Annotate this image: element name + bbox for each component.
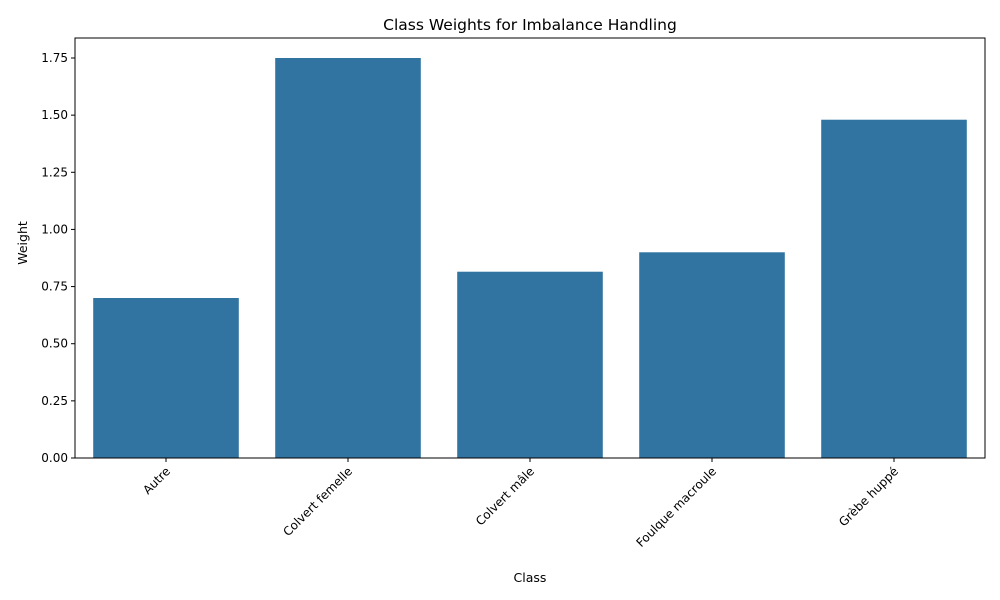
- y-tick-label: 0.00: [41, 451, 68, 465]
- x-tick-label: Grèbe huppé: [836, 464, 901, 529]
- chart-title: Class Weights for Imbalance Handling: [383, 16, 677, 34]
- bar-1: [275, 58, 421, 458]
- bar-2: [457, 271, 603, 458]
- x-tick-label: Foulque macroule: [633, 464, 719, 550]
- x-tick-label: Colvert femelle: [280, 464, 355, 539]
- y-axis-label: Weight: [15, 221, 30, 265]
- y-tick-label: 0.50: [41, 337, 68, 351]
- bar-0: [93, 298, 239, 458]
- y-tick-label: 1.50: [41, 108, 68, 122]
- y-tick-label: 1.75: [41, 51, 68, 65]
- x-tick-label: Colvert mâle: [473, 464, 537, 528]
- y-axis: 0.00 0.25 0.50 0.75 1.00 1.25 1.50 1.75: [41, 51, 75, 465]
- y-tick-label: 0.75: [41, 280, 68, 294]
- bar-4: [821, 119, 967, 458]
- y-tick-label: 1.25: [41, 165, 68, 179]
- plot-frame: [74, 37, 986, 459]
- bar-3: [639, 252, 785, 458]
- y-tick-label: 1.00: [41, 222, 68, 236]
- x-axis-label: Class: [514, 570, 547, 585]
- y-tick-label: 0.25: [41, 394, 68, 408]
- x-tick-label: Autre: [140, 464, 173, 497]
- bars-group: [93, 58, 967, 458]
- x-axis: Autre Colvert femelle Colvert mâle Foulque …: [140, 458, 901, 550]
